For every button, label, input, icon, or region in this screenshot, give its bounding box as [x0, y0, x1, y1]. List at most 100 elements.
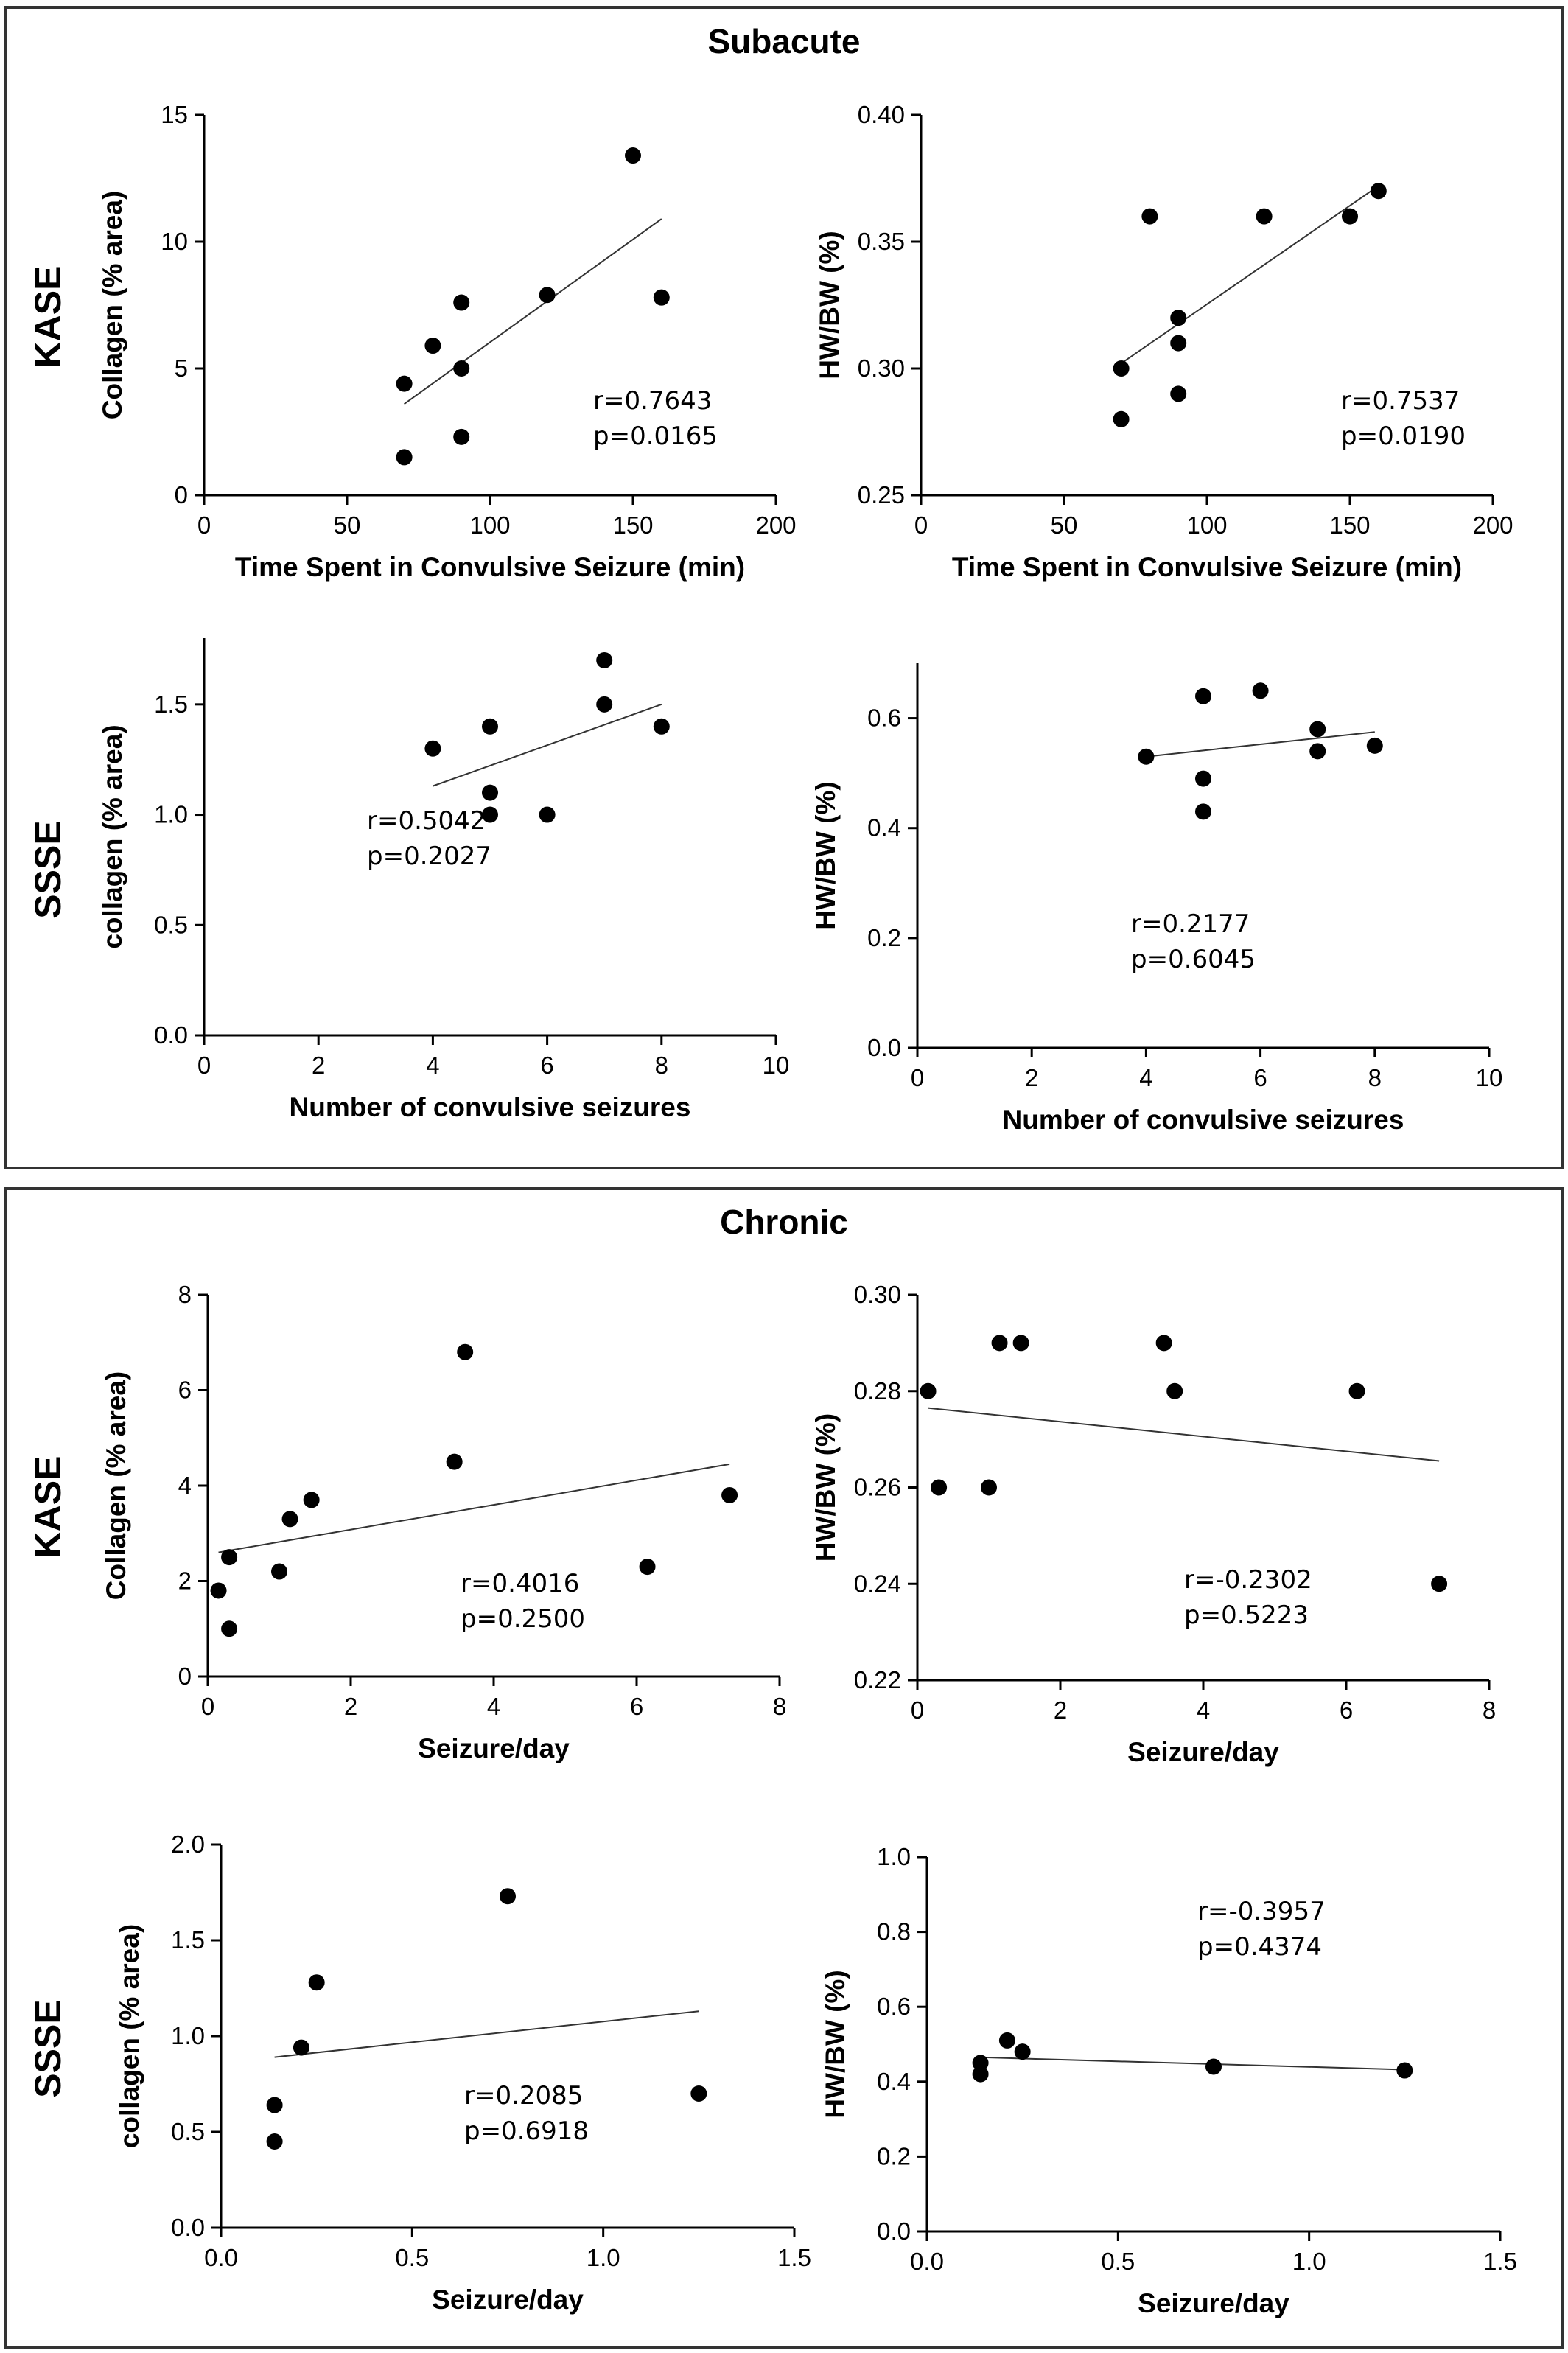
x-axis-label: Time Spent in Convulsive Seizure (min): [235, 552, 745, 582]
x-tick-label: 2: [1025, 1064, 1038, 1091]
y-tick-label: 0.5: [154, 911, 188, 938]
chart-chronic-kase-collagen: 0 2 4 6 8 0 2 4 6 8 Seizure/day Collagen (% area) r=…: [101, 1281, 786, 1763]
data-point: [625, 147, 641, 164]
data-point: [446, 1453, 463, 1470]
chart-subacute-ssse-hwbw: 0 2 4 6 8 10 0.0 0.2 0.4 0.6 Number of convulsive …: [811, 663, 1502, 1135]
section-title-subacute: Subacute: [707, 22, 860, 60]
y-tick-label: 10: [161, 228, 188, 255]
data-point: [1113, 410, 1130, 427]
data-point: [1256, 208, 1273, 225]
x-tick-label: 0: [201, 1693, 214, 1720]
x-axis-label: Seizure/day: [1127, 1737, 1279, 1767]
stat-p: p=0.0165: [593, 422, 718, 451]
data-point: [1113, 360, 1130, 377]
y-tick-label: 1.0: [171, 2022, 205, 2049]
x-tick-label: 2: [312, 1052, 325, 1079]
data-point: [453, 294, 470, 311]
row-label-subacute-kase: KASE: [27, 266, 69, 368]
y-tick-label: 0.6: [877, 1993, 911, 2020]
section-title-chronic: Chronic: [720, 1203, 848, 1241]
x-tick-label: 50: [334, 511, 361, 539]
y-axis-label: collagen (% area): [114, 1924, 144, 2148]
y-tick-label: 0.4: [877, 2068, 911, 2095]
y-axis-label: HW/BW (%): [811, 781, 841, 929]
data-point: [596, 696, 613, 713]
x-tick-label: 0: [911, 1064, 924, 1091]
data-point: [539, 806, 556, 823]
x-axis-label: Number of convulsive seizures: [290, 1092, 691, 1122]
row-label-chronic-kase: KASE: [27, 1456, 69, 1559]
y-axis-label: HW/BW (%): [814, 231, 844, 379]
data-point: [303, 1492, 320, 1508]
y-tick-label: 0.40: [858, 101, 905, 128]
stat-p: p=0.0190: [1341, 422, 1466, 451]
panel-frame-chronic: [4, 1187, 1564, 2349]
x-tick-label: 4: [487, 1693, 500, 1720]
data-point: [308, 1974, 325, 1991]
x-tick-label: 200: [755, 511, 796, 539]
x-tick-label: 0: [197, 1052, 211, 1079]
x-tick-label: 1.5: [777, 2244, 811, 2271]
stat-r: r=0.7537: [1341, 386, 1460, 416]
stat-r: r=-0.3957: [1197, 1897, 1326, 1926]
x-tick-label: 10: [763, 1052, 790, 1079]
stat-p: p=0.5223: [1184, 1601, 1309, 1630]
fit-line: [1121, 185, 1379, 364]
fit-line: [433, 703, 662, 787]
data-point: [457, 1343, 474, 1360]
data-point: [424, 740, 441, 757]
data-point: [1195, 770, 1211, 787]
data-point: [1195, 803, 1211, 820]
data-point: [266, 2133, 283, 2150]
x-tick-label: 100: [469, 511, 510, 539]
y-tick-label: 0.4: [867, 814, 901, 842]
stat-p: p=0.2500: [461, 1604, 585, 1634]
y-tick-label: 6: [178, 1377, 192, 1404]
data-point: [1166, 1382, 1183, 1399]
x-tick-label: 8: [773, 1693, 786, 1720]
x-tick-label: 4: [1139, 1064, 1152, 1091]
data-point: [972, 2055, 989, 2071]
data-point: [1195, 688, 1211, 704]
x-axis-label: Number of convulsive seizures: [1003, 1105, 1404, 1135]
y-axis-label: Collagen (% area): [97, 191, 127, 419]
data-point: [221, 1620, 238, 1637]
chart-subacute-kase-hwbw: 0 50 100 150 200 0.25 0.30 0.35 0.40 Time Spent i…: [814, 101, 1513, 582]
fit-line: [1146, 731, 1375, 758]
y-tick-label: 0.30: [858, 354, 905, 382]
fit-line: [274, 2010, 699, 2058]
stat-p: p=0.4374: [1197, 1932, 1322, 1962]
data-point: [1138, 748, 1155, 765]
data-point: [1348, 1382, 1365, 1399]
fit-line: [404, 218, 662, 405]
data-point: [653, 289, 670, 306]
x-tick-label: 1.0: [587, 2244, 620, 2271]
x-axis-label: Seizure/day: [1138, 2288, 1289, 2318]
data-point: [920, 1382, 937, 1399]
x-tick-label: 150: [612, 511, 653, 539]
data-point: [639, 1559, 656, 1576]
x-tick-label: 6: [1253, 1064, 1267, 1091]
stat-r: r=0.5042: [367, 806, 486, 836]
y-tick-label: 0.22: [854, 1666, 901, 1693]
data-point: [1309, 721, 1326, 738]
data-point: [281, 1511, 298, 1528]
panel-frame-subacute: [4, 6, 1564, 1169]
y-tick-label: 1.0: [877, 1843, 911, 1870]
stat-p: p=0.6045: [1131, 945, 1256, 974]
x-tick-label: 0: [914, 511, 928, 539]
data-point: [500, 1888, 516, 1905]
data-point: [453, 428, 470, 445]
y-tick-label: 1.5: [171, 1926, 205, 1954]
data-point: [998, 2032, 1015, 2049]
y-tick-label: 8: [178, 1281, 192, 1308]
y-axis-label: collagen (% area): [97, 724, 127, 948]
data-point: [1205, 2058, 1222, 2075]
y-tick-label: 0.30: [854, 1281, 901, 1308]
y-tick-label: 0.28: [854, 1377, 901, 1405]
y-tick-label: 5: [175, 354, 188, 382]
data-point: [1431, 1576, 1448, 1592]
x-tick-label: 8: [1368, 1064, 1382, 1091]
fit-line: [928, 1407, 1440, 1462]
